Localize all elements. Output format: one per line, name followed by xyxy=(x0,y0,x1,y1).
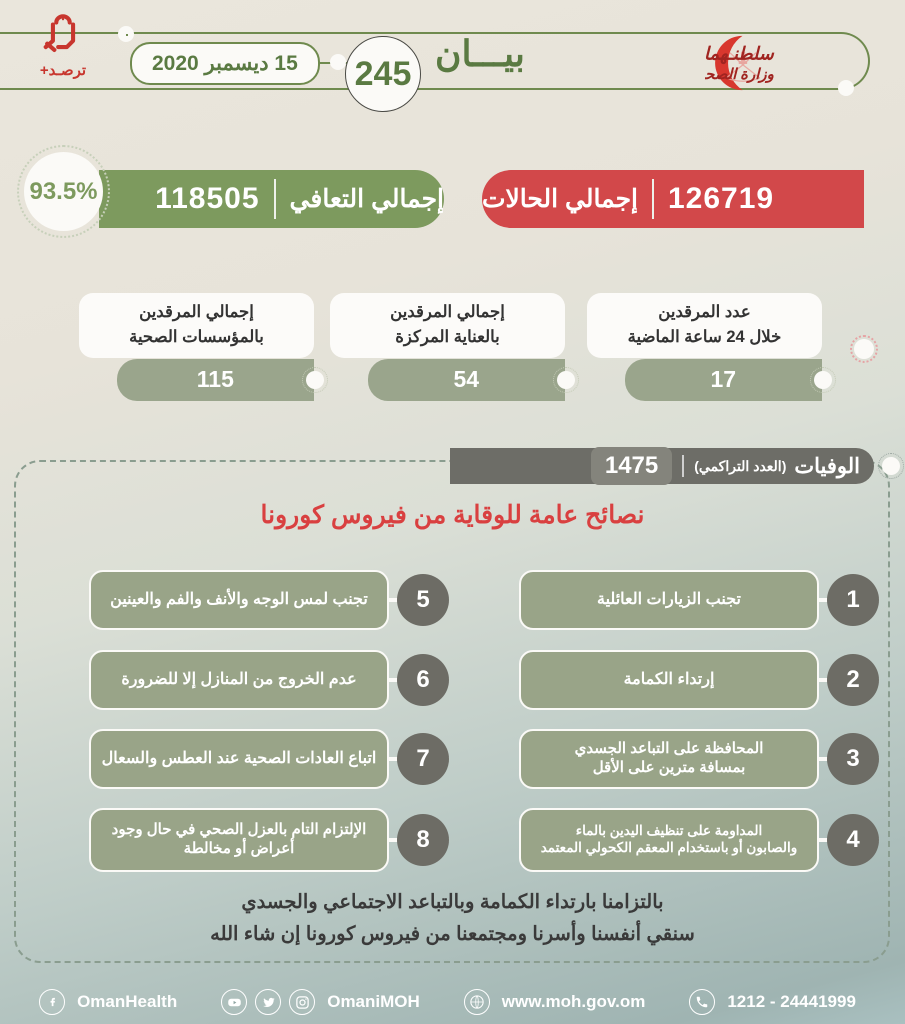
svg-text:وزارة الصحة: وزارة الصحة xyxy=(705,67,774,83)
svg-text:سلطنـهمان: سلطنـهمان xyxy=(705,43,775,64)
